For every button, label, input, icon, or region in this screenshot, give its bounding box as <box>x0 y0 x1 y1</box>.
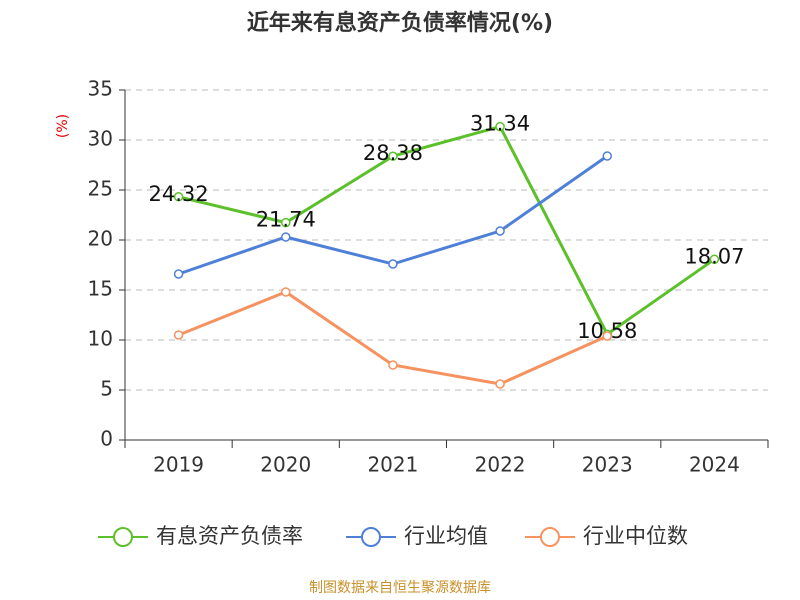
point <box>602 151 612 161</box>
point <box>281 287 291 297</box>
legend-label: 行业中位数 <box>583 524 688 548</box>
x-tick-label: 2021 <box>367 453 418 477</box>
data-label: 18.07 <box>684 244 744 268</box>
y-tick-label: 15 <box>88 277 113 301</box>
y-tick-label: 25 <box>88 177 113 201</box>
data-label: 24.32 <box>149 182 209 206</box>
series-line <box>178 290 608 386</box>
legend-marker <box>361 527 381 547</box>
x-tick-label: 2023 <box>582 453 633 477</box>
y-tick-label: 0 <box>100 427 113 451</box>
point <box>173 330 184 340</box>
y-tick-label: 5 <box>100 377 113 401</box>
point <box>495 379 505 389</box>
data-label: 28.38 <box>363 141 423 165</box>
series-line <box>178 154 609 276</box>
point <box>388 151 398 161</box>
x-tick-label: 2024 <box>689 453 740 477</box>
legend-label: 有息资产负债率 <box>156 524 303 548</box>
point <box>173 269 184 279</box>
legend-marker <box>113 527 133 547</box>
y-tick-label: 35 <box>88 77 113 101</box>
source-note: 制图数据来自恒生聚源数据库 <box>309 580 491 596</box>
x-tick-label: 2022 <box>475 453 526 477</box>
point <box>281 217 291 228</box>
point <box>388 360 398 370</box>
chart-title: 近年来有息资产负债率情况(%) <box>247 10 553 36</box>
legend-label: 行业均值 <box>404 524 488 548</box>
data-label: 21.74 <box>256 208 316 232</box>
data-label: 31.34 <box>470 112 530 136</box>
y-axis-label: (%) <box>55 114 71 138</box>
point <box>173 192 184 202</box>
point <box>709 254 720 265</box>
point <box>495 121 505 132</box>
x-tick-label: 2020 <box>260 453 311 477</box>
point <box>281 232 291 242</box>
y-tick-label: 20 <box>88 227 113 251</box>
series-line <box>178 124 716 337</box>
y-tick-label: 10 <box>88 327 113 351</box>
y-tick-label: 30 <box>88 127 113 151</box>
point <box>495 226 505 236</box>
x-tick-label: 2019 <box>153 453 204 477</box>
point <box>602 331 612 341</box>
point <box>388 259 398 269</box>
legend-marker <box>540 527 560 547</box>
